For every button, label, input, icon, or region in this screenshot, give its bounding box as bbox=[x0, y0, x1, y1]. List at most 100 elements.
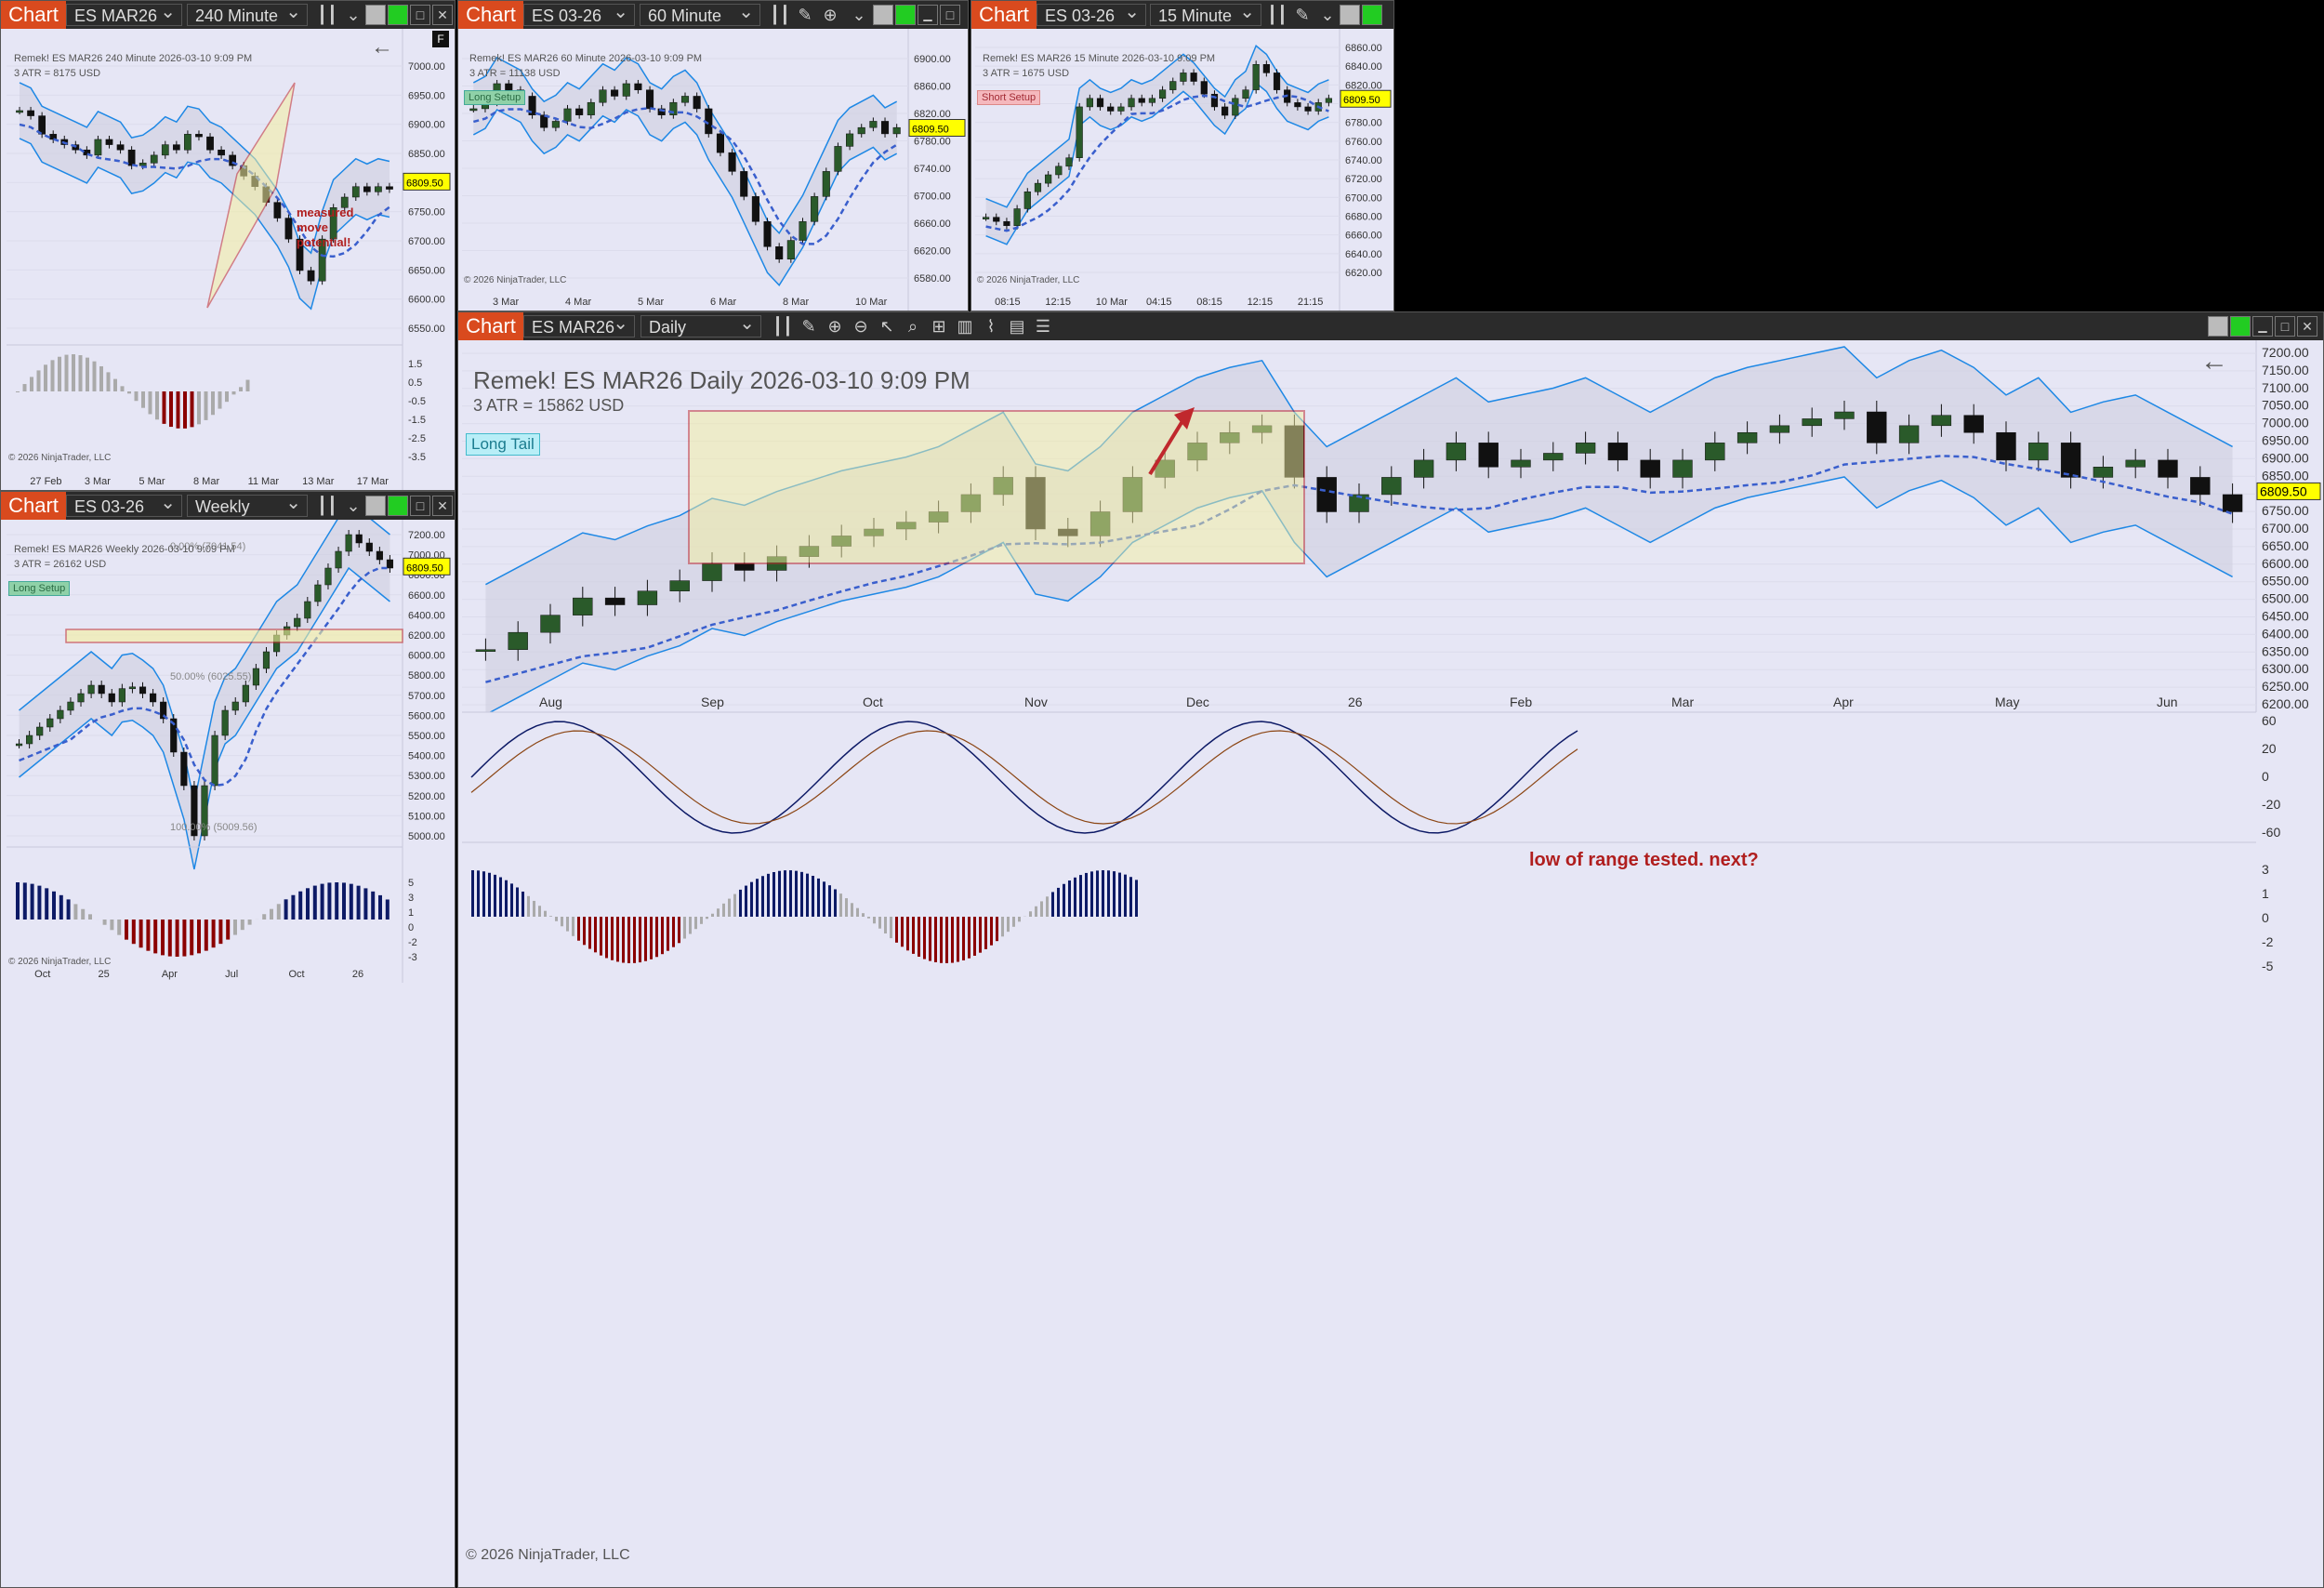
window-color-icon[interactable] bbox=[1362, 5, 1382, 25]
indicator-tick-label: 1.5 bbox=[408, 359, 422, 370]
zoom-in-icon[interactable]: ⊕ bbox=[827, 317, 842, 336]
x-tick-label: 8 Mar bbox=[783, 297, 809, 308]
bar-type-icon[interactable]: ┃┃ bbox=[770, 6, 790, 24]
price-chart-weekly[interactable]: 7200.007000.006800.006600.006400.006200.… bbox=[7, 520, 451, 1587]
bar-type-icon[interactable]: ┃┃ bbox=[1267, 6, 1287, 24]
histogram-bar bbox=[711, 913, 714, 917]
plot-area[interactable]: 7200.00 7150.00 7100.00 7050.00 7000.00 6950.… bbox=[462, 340, 2321, 1587]
bar-type-icon[interactable]: ┃┃ bbox=[317, 6, 337, 24]
data-box-icon[interactable]: ⌕ bbox=[907, 317, 918, 336]
instrument-selector[interactable]: ES MAR26 bbox=[66, 1, 182, 26]
histogram-bar bbox=[1007, 917, 1010, 933]
chart-menu-button[interactable]: Chart bbox=[458, 1, 523, 29]
zoom-icon[interactable]: ⊕ bbox=[823, 6, 838, 24]
chart-menu-button[interactable]: Chart bbox=[1, 492, 66, 520]
instrument-selector[interactable]: ES 03-26 bbox=[523, 1, 635, 26]
plot-area[interactable]: 6860.006840.006820.006800.006780.006760.… bbox=[975, 29, 1392, 311]
strategies-icon[interactable]: ⌇ bbox=[986, 317, 996, 336]
price-chart-240min[interactable]: 7000.006950.006900.006850.006800.006750.… bbox=[7, 29, 451, 490]
histogram-bar bbox=[1118, 872, 1121, 917]
candle-body bbox=[1232, 98, 1239, 116]
histogram-bar bbox=[784, 870, 786, 917]
bar-type-icon[interactable]: ┃┃ bbox=[317, 496, 337, 515]
chart-menu-button[interactable]: Chart bbox=[971, 1, 1037, 29]
histogram-bar bbox=[78, 355, 83, 391]
window-link-icon[interactable] bbox=[365, 5, 386, 25]
histogram-bar bbox=[611, 917, 614, 960]
instrument-selector[interactable]: ES 03-26 bbox=[1037, 1, 1146, 26]
draw-icon[interactable]: ✎ bbox=[798, 6, 812, 24]
interval-selector[interactable]: 240 Minute bbox=[187, 1, 308, 26]
x-tick-label: 11 Mar bbox=[248, 476, 280, 487]
interval-selector[interactable]: Daily bbox=[640, 312, 761, 337]
histogram-bar bbox=[812, 875, 814, 917]
window-link-icon[interactable] bbox=[365, 496, 386, 516]
y-tick-label: 7200.00 bbox=[408, 530, 445, 541]
plot-area[interactable]: 7000.006950.006900.006850.006800.006750.… bbox=[7, 29, 451, 490]
maximize-icon[interactable]: □ bbox=[2275, 316, 2295, 337]
chart-menu-button[interactable]: Chart bbox=[458, 312, 523, 340]
back-arrow-icon[interactable]: ← bbox=[2200, 346, 2228, 377]
histogram-bar bbox=[750, 881, 753, 917]
copyright-label: © 2026 NinjaTrader, LLC bbox=[8, 453, 112, 463]
chevron-down-icon[interactable]: ⌄ bbox=[852, 6, 866, 24]
plot-area[interactable]: 6900.00 6860.00 6820.00 6780.00 6740.00 6700.… bbox=[462, 29, 966, 311]
flag-badge[interactable]: F bbox=[432, 31, 449, 47]
chevron-down-icon[interactable]: ⌄ bbox=[346, 496, 361, 515]
candle-body bbox=[329, 207, 337, 240]
instrument-selector[interactable]: ES MAR26 bbox=[523, 312, 635, 337]
indicators-icon[interactable]: ▥ bbox=[957, 317, 973, 336]
back-arrow-icon[interactable]: ← bbox=[371, 34, 393, 60]
histogram-bar bbox=[756, 879, 759, 917]
close-icon[interactable]: ✕ bbox=[2297, 316, 2317, 337]
bar-type-icon[interactable]: ┃┃ bbox=[772, 317, 793, 336]
window-link-icon[interactable] bbox=[1340, 5, 1360, 25]
close-icon[interactable]: ✕ bbox=[432, 5, 453, 25]
draw-icon[interactable]: ✎ bbox=[1295, 6, 1310, 24]
pointer-icon[interactable]: ↖ bbox=[879, 317, 894, 336]
instrument-selector[interactable]: ES 03-26 bbox=[66, 492, 182, 517]
histogram-bar bbox=[862, 913, 865, 917]
maximize-icon[interactable]: □ bbox=[940, 5, 960, 25]
plot-area[interactable]: 7200.00 7000.00 6800.00 6600.00 6400.00 6200.… bbox=[7, 520, 451, 1587]
candle-body bbox=[2028, 443, 2049, 461]
y-tick-label: 6350.00 bbox=[2262, 643, 2309, 658]
price-chart-60min[interactable]: 6900.00 6860.00 6820.00 6780.00 6740.00 6700.… bbox=[462, 29, 966, 311]
histogram-bar bbox=[968, 917, 971, 959]
histogram-bar bbox=[650, 917, 653, 959]
chevron-down-icon[interactable]: ⌄ bbox=[1320, 6, 1335, 24]
long-setup-badge[interactable]: Long Setup bbox=[8, 581, 71, 596]
interval-selector[interactable]: Weekly bbox=[187, 492, 308, 517]
long-setup-badge[interactable]: Long Setup bbox=[464, 90, 526, 105]
templates-icon[interactable]: ▤ bbox=[1009, 317, 1025, 336]
chart-menu-button[interactable]: Chart bbox=[1, 1, 66, 29]
properties-icon[interactable]: ☰ bbox=[1035, 317, 1051, 336]
histogram-bar bbox=[106, 372, 111, 391]
long-tail-badge[interactable]: Long Tail bbox=[466, 433, 540, 456]
candle-body bbox=[799, 221, 807, 241]
minimize-icon[interactable]: ▁ bbox=[918, 5, 938, 25]
minimize-icon[interactable]: ▁ bbox=[2252, 316, 2273, 337]
maximize-icon[interactable]: □ bbox=[410, 496, 430, 516]
short-setup-badge[interactable]: Short Setup bbox=[977, 90, 1041, 105]
window-link-icon[interactable] bbox=[2208, 316, 2228, 337]
copyright-label: © 2026 NinjaTrader, LLC bbox=[466, 1547, 630, 1563]
candle-body bbox=[669, 580, 690, 591]
interval-selector[interactable]: 60 Minute bbox=[640, 1, 760, 26]
histogram-bar bbox=[577, 917, 580, 941]
window-color-icon[interactable] bbox=[388, 5, 408, 25]
histogram-bar bbox=[146, 920, 151, 951]
close-icon[interactable]: ✕ bbox=[432, 496, 453, 516]
window-color-icon[interactable] bbox=[2230, 316, 2251, 337]
chevron-down-icon[interactable]: ⌄ bbox=[346, 6, 361, 24]
chart-trader-icon[interactable]: ⊞ bbox=[931, 317, 946, 336]
interval-selector[interactable]: 15 Minute bbox=[1150, 1, 1261, 26]
window-color-icon[interactable] bbox=[388, 496, 408, 516]
maximize-icon[interactable]: □ bbox=[410, 5, 430, 25]
window-link-icon[interactable] bbox=[873, 5, 893, 25]
price-chart-daily[interactable]: 7200.00 7150.00 7100.00 7050.00 7000.00 6950.… bbox=[462, 340, 2321, 1587]
draw-icon[interactable]: ✎ bbox=[801, 317, 816, 336]
zoom-out-icon[interactable]: ⊖ bbox=[853, 317, 868, 336]
price-chart-15min[interactable]: 6860.006840.006820.006800.006780.006760.… bbox=[975, 29, 1392, 311]
window-color-icon[interactable] bbox=[895, 5, 916, 25]
